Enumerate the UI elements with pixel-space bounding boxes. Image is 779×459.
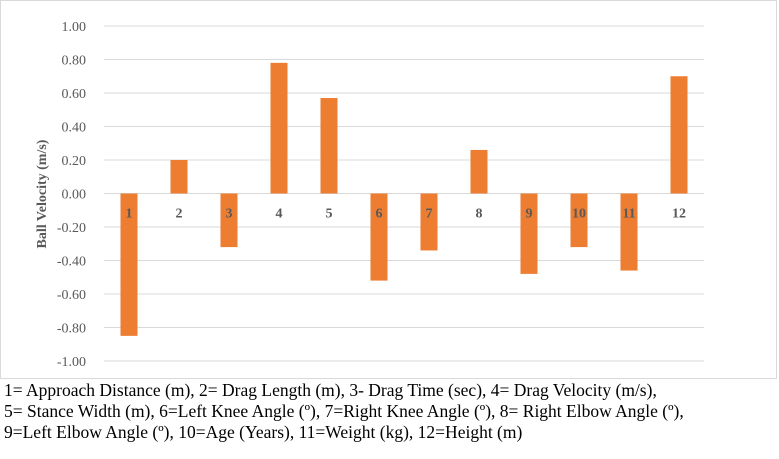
category-label-6: 6: [376, 207, 383, 222]
y-tick-label: 0.60: [62, 87, 87, 102]
y-tick-label: 0.00: [62, 188, 87, 203]
y-tick-labels: 1.00 0.80 0.60 0.40 0.20 0.00 -0.20 -0.40 -0.60 -…: [57, 20, 86, 370]
bar-3: [220, 193, 238, 248]
bar-12: [670, 76, 688, 194]
category-label-8: 8: [476, 207, 483, 222]
bar-9: [520, 193, 538, 274]
caption-line-1: 1= Approach Distance (m), 2= Drag Length…: [4, 380, 657, 400]
y-tick-label: 1.00: [62, 20, 87, 35]
category-label-7: 7: [426, 207, 433, 222]
category-label-4: 4: [276, 207, 283, 222]
y-tick-label: -0.80: [57, 322, 86, 337]
figure-caption: 1= Approach Distance (m), 2= Drag Length…: [4, 380, 776, 443]
category-label-10: 10: [572, 207, 586, 222]
y-tick-label: 0.80: [62, 54, 87, 69]
bar-chart: 1.00 0.80 0.60 0.40 0.20 0.00 -0.20 -0.40 -0.60 -…: [35, 20, 704, 370]
y-tick-label: 0.40: [62, 121, 87, 136]
y-tick-label: -0.40: [57, 255, 86, 270]
bar-1: [120, 193, 138, 336]
category-label-12: 12: [672, 207, 686, 222]
category-label-3: 3: [226, 207, 233, 222]
category-label-11: 11: [622, 207, 635, 222]
category-label-2: 2: [176, 207, 183, 222]
y-tick-label: -1.00: [57, 355, 86, 370]
caption-line-3: 9=Left Elbow Angle (º), 10=Age (Years), …: [4, 422, 523, 442]
y-axis-label: Ball Velocity (m/s): [35, 139, 50, 248]
bars: [120, 62, 688, 336]
y-tick-label: 0.20: [62, 154, 87, 169]
bar-7: [420, 193, 438, 251]
bar-4: [270, 62, 288, 194]
bar-6: [370, 193, 388, 281]
bar-8: [470, 149, 488, 194]
bar-5: [320, 98, 338, 194]
y-tick-label: -0.20: [57, 221, 86, 236]
category-label-5: 5: [326, 207, 333, 222]
caption-line-2: 5= Stance Width (m), 6=Left Knee Angle (…: [4, 401, 684, 421]
bar-2: [170, 160, 188, 194]
gridlines: [104, 25, 704, 362]
bar-10: [570, 193, 588, 248]
category-label-9: 9: [526, 207, 533, 222]
y-tick-label: -0.60: [57, 288, 86, 303]
category-labels: 1 2 3 4 5 6 7 8 9 10 11 12: [126, 207, 687, 222]
category-label-1: 1: [126, 207, 133, 222]
bar-11: [620, 193, 638, 271]
